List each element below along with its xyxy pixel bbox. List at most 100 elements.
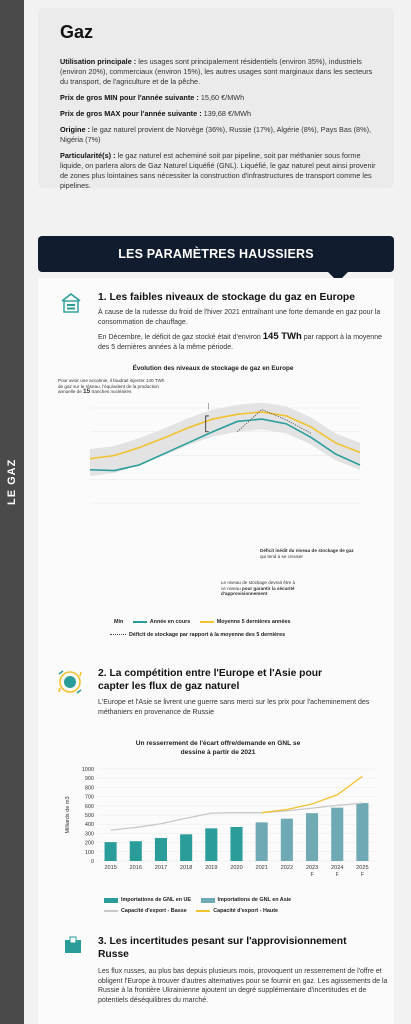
section1-text2-a: En Décembre, le déficit de gaz stocké ét… xyxy=(98,334,263,341)
min-price-paragraph: Prix de gros MIN pour l'année suivante :… xyxy=(60,93,378,103)
usage-text: les usages sont principalement résidenti… xyxy=(60,57,373,86)
section2-title: 2. La compétition entre l'Europe et l'As… xyxy=(98,667,388,693)
legend-asia-swatch xyxy=(200,897,215,903)
chart2-eu-bar xyxy=(180,834,193,861)
legend-current: Année en cours xyxy=(132,619,191,625)
section1-deficit-value: 145 TWh xyxy=(262,331,302,342)
uncertainty-box-icon xyxy=(65,936,81,953)
chart2-high-line xyxy=(261,775,363,814)
section3-title-l1: 3. Les incertitudes pesant sur l'approvi… xyxy=(98,936,347,947)
chart1-annotation-top-b: 15 xyxy=(83,388,91,396)
max-price-paragraph: Prix de gros MAX pour l'année suivante :… xyxy=(60,109,378,119)
chart2-asia-bar xyxy=(331,807,344,861)
gas-info-card: Gaz Utilisation principale : les usages … xyxy=(38,8,394,190)
chart2-title-l1: Un resserrement de l'écart offre/demande… xyxy=(135,740,301,747)
chart2-xtick-note: F xyxy=(361,872,364,878)
chart2-ytick-label: 900 xyxy=(85,776,94,782)
chart2-ytick-label: 0 xyxy=(91,859,94,865)
section3-text: Les flux russes, au plus bas depuis plus… xyxy=(98,968,388,1004)
legend-asia: Importations de GNL en Asie xyxy=(200,897,292,903)
competition-gauge-icon xyxy=(58,670,82,694)
chart2-ylabel: Milliards de m3 xyxy=(65,797,71,834)
legend-average: Moyenne 5 dernières années xyxy=(199,619,291,625)
chart2-ytick-label: 300 xyxy=(85,831,94,837)
content-panel: 1. Les faibles niveaux de stockage du ga… xyxy=(38,278,394,1024)
section3-title: 3. Les incertitudes pesant sur l'approvi… xyxy=(98,935,388,961)
section1-text1: À cause de la rudesse du froid de l'hive… xyxy=(98,309,381,326)
side-label: LE GAZ xyxy=(6,458,18,505)
chart2-ytick-label: 800 xyxy=(85,785,94,791)
legend-high-label: Capacité d'export - Haute xyxy=(213,908,278,914)
chart2-ytick-label: 1000 xyxy=(82,767,94,773)
chart2-ytick-label: 200 xyxy=(85,841,94,847)
particularity-text: le gaz naturel est acheminé soit par pip… xyxy=(60,151,376,190)
chart1-annotation-deficit-b: qui tend à se creuser xyxy=(260,553,303,559)
banner-pointer xyxy=(328,272,348,282)
chart2-xtick-label: 2025 xyxy=(356,865,368,871)
chart2-xtick-label: 2017 xyxy=(155,865,167,871)
chart2-ytick-label: 500 xyxy=(85,813,94,819)
side-bar: LE GAZ xyxy=(0,0,24,1024)
legend-high-swatch xyxy=(196,910,211,912)
chart2-legend-row2: Capacité d'export - Basse Capacité d'exp… xyxy=(104,908,384,914)
origin-text: le gaz naturel provient de Norvège (36%)… xyxy=(60,125,372,144)
chart2-legend-row1: Importations de GNL en UE Importations d… xyxy=(104,897,384,905)
legend-low-label: Capacité d'export - Basse xyxy=(121,908,187,914)
origin-paragraph: Origine : le gaz naturel provient de Nor… xyxy=(60,125,378,145)
chart2-eu-bar xyxy=(230,826,243,861)
legend-low-swatch xyxy=(104,910,118,912)
max-price-label: Prix de gros MAX pour l'année suivante : xyxy=(60,109,202,118)
chart2-xtick-label: 2015 xyxy=(104,865,116,871)
chart1-annotation-top-c: tranches nucléaires xyxy=(90,389,132,395)
legend-current-label: Année en cours xyxy=(149,619,191,625)
section1-title: 1. Les faibles niveaux de stockage du ga… xyxy=(98,292,355,303)
min-price-value: 15,60 €/MWh xyxy=(198,93,245,102)
chart2-asia-bar xyxy=(356,803,369,861)
chart2-xtick-label: 2023 xyxy=(306,865,318,871)
chart2-xtick-note: F xyxy=(336,872,339,878)
min-price-label: Prix de gros MIN pour l'année suivante : xyxy=(60,93,199,102)
legend-asia-label: Importations de GNL en Asie xyxy=(217,897,292,903)
chart2-ytick-label: 400 xyxy=(85,822,94,828)
chart1-average-line xyxy=(89,411,361,460)
chart2-asia-bar xyxy=(306,813,319,861)
legend-deficit-label: Déficit de stockage par rapport à la moy… xyxy=(129,631,286,638)
particularity-label: Particularité(s) : xyxy=(60,151,116,160)
chart2-ytick-label: 600 xyxy=(85,804,94,810)
chart2-title: Un resserrement de l'écart offre/demande… xyxy=(118,739,318,757)
chart1-legend: Min Année en cours Moyenne 5 dernières a… xyxy=(114,619,384,625)
chart2-eu-bar xyxy=(154,838,167,861)
chart2-eu-bar xyxy=(104,842,117,861)
usage-label: Utilisation principale : xyxy=(60,57,137,66)
legend-min-label: Min xyxy=(114,619,124,625)
chart2-xtick-label: 2020 xyxy=(230,865,242,871)
chart2-title-l2: dessine à partir de 2021 xyxy=(180,749,256,756)
chart1-annotation-top: Pour avoir une accalmie, il faudrait inj… xyxy=(58,378,168,395)
banner-title: LES PARAMÈTRES HAUSSIERS xyxy=(118,247,314,261)
chart1-annotation-top-a: Pour avoir une accalmie, il faudrait inj… xyxy=(58,378,165,395)
section1-text2-c: par rapport à la moyenne des 5 dernières… xyxy=(98,334,382,351)
storage-chart xyxy=(89,403,361,504)
legend-average-swatch xyxy=(199,621,214,623)
chart1-deficit-bracket xyxy=(205,415,209,433)
legend-deficit-swatch xyxy=(110,634,126,635)
legend-eu-swatch xyxy=(104,897,118,903)
chart2-xtick-label: 2019 xyxy=(205,865,217,871)
legend-low: Capacité d'export - Basse xyxy=(104,908,187,914)
storage-warehouse-icon xyxy=(61,292,81,313)
chart1-title: Évolution des niveaux de stockage de gaz… xyxy=(132,365,294,372)
chart2-ytick-label: 100 xyxy=(85,850,94,856)
bullish-parameters-banner: LES PARAMÈTRES HAUSSIERS xyxy=(38,236,394,282)
lng-chart: 0 100 200 300 400 500 600 700 800 900 1000 Milliard… xyxy=(65,767,375,878)
chart2-xtick-label: 2016 xyxy=(130,865,142,871)
max-price-value: 139,68 €/MWh xyxy=(201,109,252,118)
legend-average-label: Moyenne 5 dernières années xyxy=(216,619,291,625)
section2-title-l1: 2. La compétition entre l'Europe et l'As… xyxy=(98,668,323,679)
chart1-current-line xyxy=(89,418,361,472)
chart2-asia-bar xyxy=(255,822,268,861)
legend-deficit: Déficit de stockage par rapport à la moy… xyxy=(110,632,285,638)
usage-paragraph: Utilisation principale : les usages sont… xyxy=(60,57,378,87)
chart2-xtick-label: 2024 xyxy=(331,865,343,871)
chart1-annotation-level-a: Le niveau de stockage devrait être à ce … xyxy=(221,580,296,591)
section1-text2: En Décembre, le déficit de gaz stocké ét… xyxy=(98,332,388,352)
